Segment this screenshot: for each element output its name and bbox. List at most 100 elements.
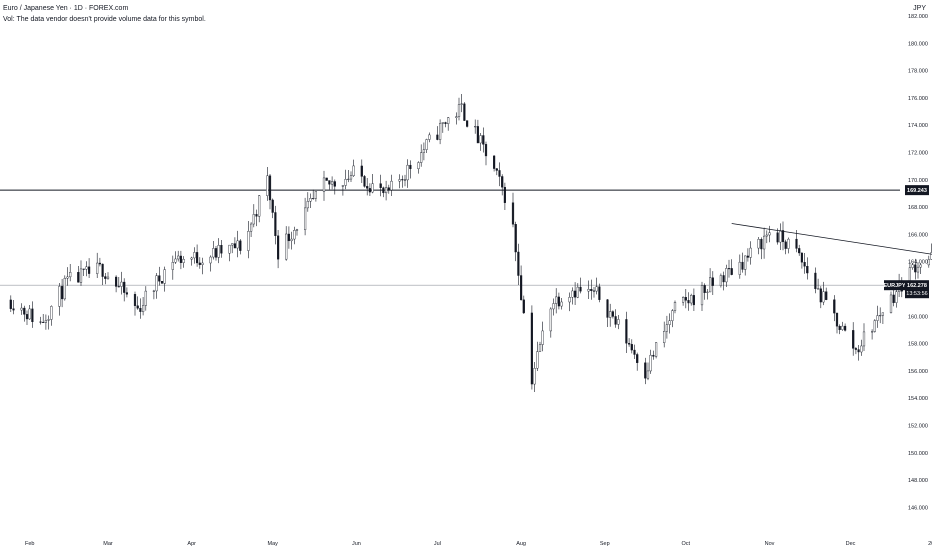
candle xyxy=(916,266,920,273)
y-tick-label: 158.000 xyxy=(908,342,928,348)
candle xyxy=(649,354,652,372)
candle xyxy=(781,230,785,243)
candle xyxy=(835,312,839,327)
candle xyxy=(214,248,218,258)
candle xyxy=(520,275,523,301)
candle xyxy=(271,199,274,213)
candle xyxy=(819,288,822,303)
candle xyxy=(854,348,857,350)
candle xyxy=(401,179,404,181)
candle xyxy=(366,186,369,189)
candle xyxy=(403,179,407,181)
candle xyxy=(239,240,242,251)
y-tick-label: 156.000 xyxy=(908,369,928,375)
candle xyxy=(757,239,760,249)
candle xyxy=(871,331,874,333)
candle xyxy=(476,126,479,144)
y-tick-label: 170.000 xyxy=(908,178,928,184)
candle xyxy=(511,202,515,225)
candle xyxy=(444,122,447,124)
x-tick-label: May xyxy=(268,541,279,547)
y-tick-label: 160.000 xyxy=(908,314,928,320)
candle xyxy=(390,180,393,191)
currency-label[interactable]: JPY xyxy=(913,5,926,12)
candle xyxy=(852,330,855,349)
candle xyxy=(914,264,917,273)
candle xyxy=(576,286,579,298)
candle xyxy=(177,255,180,260)
candle xyxy=(44,320,47,323)
x-tick-label: Mar xyxy=(103,541,113,547)
candle xyxy=(463,103,466,121)
candle xyxy=(331,181,334,185)
candle xyxy=(703,285,706,293)
candle xyxy=(79,268,83,283)
candle xyxy=(895,291,898,303)
candle xyxy=(744,255,747,270)
candle xyxy=(503,186,506,203)
candle xyxy=(536,351,539,369)
symbol-tag[interactable] xyxy=(884,280,905,291)
candle xyxy=(841,325,844,330)
candle xyxy=(692,295,695,306)
candle xyxy=(730,268,733,275)
candle xyxy=(822,291,825,303)
chart-legend: Euro / Japanese Yen · 1D · FOREX.com Vol… xyxy=(3,3,206,25)
candle xyxy=(687,300,690,304)
last-price-text: 162.278 xyxy=(907,283,927,289)
candle xyxy=(190,257,193,260)
candle xyxy=(125,292,128,295)
candle xyxy=(285,233,288,260)
candle xyxy=(495,168,498,171)
candle xyxy=(322,177,326,192)
candle xyxy=(587,289,590,292)
candle xyxy=(549,308,552,332)
symbol-tag-text: EURJPY xyxy=(883,283,905,289)
candle xyxy=(101,263,104,277)
x-tick-label: Oct xyxy=(682,541,691,547)
candle xyxy=(682,297,685,303)
candle xyxy=(862,331,866,347)
candle xyxy=(277,235,280,260)
candle xyxy=(312,198,315,200)
candle xyxy=(876,315,879,321)
candle xyxy=(552,303,555,310)
candle xyxy=(77,272,80,283)
last-price-tag[interactable] xyxy=(905,280,929,299)
candle xyxy=(209,256,212,264)
candle xyxy=(123,281,126,293)
candle xyxy=(428,134,431,140)
trendline[interactable] xyxy=(731,223,932,339)
candle xyxy=(911,264,914,268)
symbol-title[interactable]: Euro / Japanese Yen · 1D · FOREX.com xyxy=(3,5,129,12)
horizontal-line-price-tag[interactable] xyxy=(905,185,929,196)
candle xyxy=(171,262,174,270)
candle xyxy=(749,247,752,258)
candle xyxy=(136,305,139,309)
candle xyxy=(873,320,876,332)
candle xyxy=(198,262,201,265)
candle xyxy=(363,176,366,187)
x-tick-label: Sep xyxy=(600,541,610,547)
candle xyxy=(314,191,317,199)
y-tick-label: 164.000 xyxy=(908,260,928,266)
candle xyxy=(352,165,355,176)
candle xyxy=(212,248,215,258)
candle xyxy=(919,264,922,268)
candle xyxy=(420,152,423,163)
candle xyxy=(152,290,155,292)
candle xyxy=(768,232,771,236)
y-tick-label: 180.000 xyxy=(908,41,928,47)
candle xyxy=(595,286,598,292)
candle xyxy=(309,198,312,202)
candle xyxy=(630,344,633,351)
candle xyxy=(857,349,860,353)
candle xyxy=(765,234,768,237)
candle xyxy=(606,299,609,318)
candle xyxy=(579,286,582,292)
candle xyxy=(671,310,674,321)
candle xyxy=(763,235,766,250)
candle xyxy=(63,278,66,300)
